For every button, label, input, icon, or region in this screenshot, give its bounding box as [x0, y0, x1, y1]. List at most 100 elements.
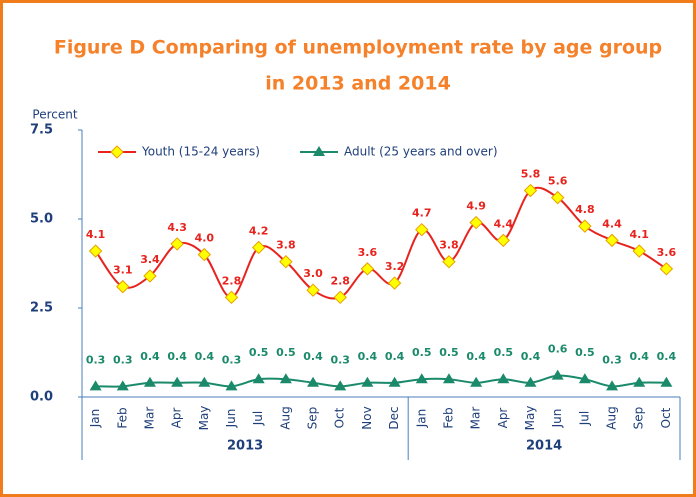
data-point [388, 376, 401, 387]
data-label: 3.1 [113, 264, 133, 277]
x-tick-label: Jan [414, 409, 428, 429]
data-point [442, 373, 455, 384]
data-point [198, 376, 211, 387]
x-tick-label: Aug [605, 406, 619, 429]
data-label: 4.3 [167, 221, 187, 234]
y-tick-label: 7.5 [30, 123, 53, 138]
data-point [415, 373, 428, 384]
group-label: 2013 [227, 439, 263, 454]
data-point [171, 376, 184, 387]
data-point [523, 183, 538, 198]
data-point [578, 219, 592, 233]
data-point [469, 215, 483, 230]
data-point [110, 145, 124, 159]
data-label: 0.5 [494, 346, 514, 359]
legend-label: Youth (15-24 years) [141, 145, 260, 159]
data-label: 4.1 [86, 228, 106, 241]
x-tick-label: Jul [577, 411, 591, 426]
data-point [550, 190, 565, 205]
data-point [632, 244, 646, 258]
data-point [387, 276, 402, 290]
data-label: 0.4 [140, 350, 160, 363]
data-label: 0.4 [657, 350, 677, 363]
x-tick-label: Apr [170, 408, 184, 429]
data-label: 0.4 [167, 350, 187, 363]
x-tick-label: Dec [387, 406, 401, 429]
data-label: 2.8 [222, 274, 242, 287]
x-tick-label: Mar [469, 407, 483, 430]
data-point [116, 279, 130, 294]
data-label: 0.5 [412, 346, 432, 359]
x-tick-label: Jan [88, 409, 102, 429]
x-tick-label: Mar [142, 407, 156, 430]
data-label: 4.9 [466, 200, 486, 213]
data-point [279, 373, 292, 384]
x-tick-label: Jun [550, 409, 564, 429]
data-point [252, 373, 265, 384]
data-point [279, 255, 293, 269]
data-label: 0.3 [602, 353, 622, 366]
x-tick-label: Feb [115, 407, 129, 428]
data-label: 0.3 [330, 353, 350, 366]
data-label: 5.6 [548, 175, 568, 188]
data-label: 4.1 [629, 228, 649, 241]
data-label: 0.4 [195, 350, 215, 363]
data-point [578, 373, 591, 384]
data-label: 0.5 [249, 346, 269, 359]
data-point [442, 255, 456, 269]
data-point [170, 237, 184, 251]
data-point [143, 376, 156, 387]
x-tick-label: Oct [333, 407, 347, 428]
data-label: 3.4 [140, 253, 160, 266]
series-line [94, 186, 667, 300]
data-point [659, 262, 674, 276]
data-label: 0.3 [113, 353, 133, 366]
x-tick-label: Feb [441, 407, 455, 428]
data-point [251, 240, 266, 255]
chart-title: in 2013 and 2014 [265, 73, 451, 95]
data-label: 0.4 [303, 350, 323, 363]
data-point [197, 247, 212, 262]
data-label: 0.4 [629, 350, 649, 363]
data-label: 0.6 [548, 343, 568, 356]
data-label: 4.4 [602, 217, 622, 230]
data-point [361, 376, 374, 387]
y-tick-label: 0.0 [30, 390, 53, 405]
data-label: 3.0 [303, 267, 323, 280]
data-label: 4.7 [412, 207, 432, 220]
x-tick-label: Oct [659, 407, 673, 428]
x-tick-label: Sep [632, 407, 646, 430]
y-axis-label: Percent [32, 108, 77, 122]
data-point [313, 146, 325, 156]
legend-label: Adult (25 years and over) [344, 145, 498, 159]
data-point [497, 373, 510, 384]
data-label: 4.8 [575, 203, 595, 216]
data-label: 4.2 [249, 224, 269, 237]
data-point [333, 290, 347, 305]
y-tick-label: 2.5 [30, 301, 53, 316]
data-point [88, 244, 103, 258]
x-tick-label: Sep [306, 407, 320, 430]
data-point [360, 262, 375, 276]
data-label: 0.4 [358, 350, 378, 363]
data-label: 0.4 [466, 350, 486, 363]
data-point [470, 376, 483, 387]
data-point [660, 376, 673, 387]
data-point [334, 380, 347, 391]
data-point [225, 380, 238, 391]
data-point [633, 376, 646, 387]
data-point [606, 380, 619, 391]
y-tick-label: 5.0 [30, 212, 53, 227]
chart-title: Figure D Comparing of unemployment rate … [54, 37, 662, 59]
data-point [143, 269, 157, 283]
data-label: 4.4 [494, 217, 514, 230]
data-label: 0.3 [222, 353, 242, 366]
data-point [415, 222, 429, 237]
x-tick-label: Jul [251, 411, 265, 426]
data-label: 3.8 [439, 239, 459, 252]
data-label: 2.8 [330, 274, 350, 287]
series-line [95, 374, 667, 388]
x-tick-label: May [197, 406, 211, 431]
